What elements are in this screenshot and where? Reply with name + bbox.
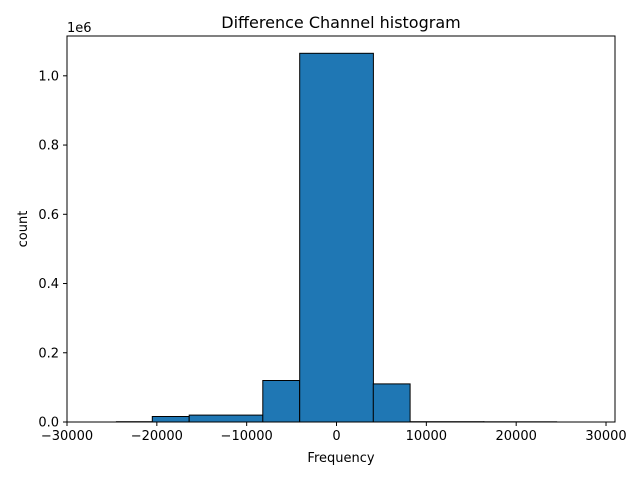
- y-tick-label: 0.4: [38, 277, 59, 292]
- y-tick-label: 0.2: [38, 346, 59, 361]
- y-ticks-group: 0.0 0.2 0.4 0.6 0.8 1.0: [38, 69, 67, 431]
- x-tick-label: −20000: [131, 429, 183, 444]
- x-tick-label: 20000: [496, 429, 537, 444]
- histogram-bar: [188, 414, 264, 423]
- x-tick-label: −30000: [41, 429, 93, 444]
- y-axis-title: count: [16, 211, 31, 248]
- plot-frame: [66, 35, 616, 423]
- y-tick-label: 1.0: [38, 69, 59, 84]
- x-tick-label: 30000: [585, 429, 626, 444]
- y-tick-label: 0.8: [38, 139, 59, 154]
- x-tick-label: −10000: [221, 429, 273, 444]
- x-axis-title: Frequency: [307, 451, 374, 466]
- chart-title: Difference Channel histogram: [221, 13, 460, 32]
- histogram-bar: [372, 383, 411, 423]
- y-offset-label: 1e6: [67, 21, 92, 36]
- histogram-bar: [262, 380, 301, 423]
- y-tick-label: 0.6: [38, 208, 59, 223]
- x-tick-label: 10000: [406, 429, 447, 444]
- x-ticks-group: −30000 −20000 −10000 0 10000 20000 30000: [41, 422, 627, 444]
- x-tick-label: 0: [332, 429, 340, 444]
- histogram-bar: [299, 52, 374, 423]
- y-tick-label: 0.0: [38, 416, 59, 431]
- histogram-bar: [151, 416, 190, 423]
